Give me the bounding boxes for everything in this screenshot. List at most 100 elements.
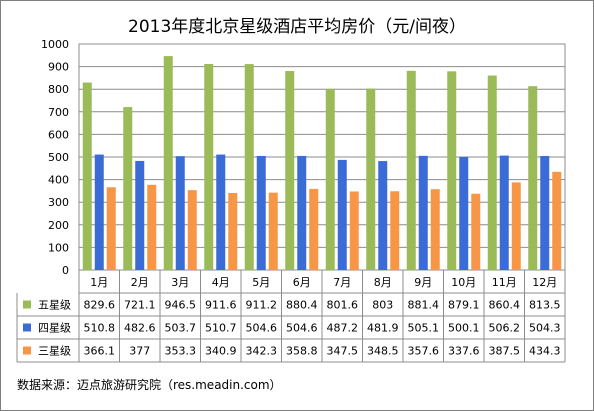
data-label: 504.6: [286, 322, 318, 335]
data-label: 357.6: [408, 345, 440, 358]
y-tick-label: 900: [48, 61, 69, 74]
bar: [430, 189, 440, 270]
bar: [325, 88, 335, 270]
y-tick-label: 0: [62, 264, 69, 277]
data-label: 510.8: [84, 322, 116, 335]
bar: [256, 155, 266, 270]
data-label: 504.6: [246, 322, 278, 335]
x-tick-label: 3月: [171, 276, 189, 289]
chart-title: 2013年度北京星级酒店平均房价（元/间夜）: [128, 17, 466, 37]
data-label: 340.9: [205, 345, 237, 358]
bar: [285, 71, 295, 270]
data-label: 829.6: [84, 299, 116, 312]
data-label: 510.7: [205, 322, 237, 335]
data-label: 347.5: [327, 345, 359, 358]
legend-swatch: [23, 300, 31, 309]
data-label: 353.3: [165, 345, 197, 358]
data-label: 481.9: [367, 322, 399, 335]
y-tick-label: 1000: [41, 38, 69, 51]
y-tick-label: 600: [48, 128, 69, 141]
y-tick-label: 700: [48, 106, 69, 119]
data-label: 377: [129, 345, 150, 358]
bar: [499, 155, 509, 270]
bar: [216, 154, 226, 270]
bar: [309, 188, 319, 270]
data-label: 801.6: [327, 299, 359, 312]
data-label: 881.4: [408, 299, 440, 312]
data-label: 946.5: [165, 299, 197, 312]
legend-swatch: [23, 346, 31, 355]
x-tick-label: 5月: [252, 276, 270, 289]
y-tick-label: 400: [48, 174, 69, 187]
bar: [163, 56, 173, 270]
data-label: 911.6: [205, 299, 237, 312]
bar: [349, 191, 359, 270]
bar: [82, 82, 92, 270]
data-label: 813.5: [529, 299, 561, 312]
bar: [147, 184, 157, 270]
bar: [390, 191, 400, 270]
y-tick-label: 800: [48, 83, 69, 96]
bar: [511, 182, 521, 270]
data-label: 503.7: [165, 322, 197, 335]
data-label: 500.1: [448, 322, 480, 335]
bar: [175, 156, 185, 270]
data-label: 506.2: [489, 322, 521, 335]
x-tick-label: 9月: [414, 276, 432, 289]
bar: [418, 155, 428, 270]
data-label: 434.3: [529, 345, 561, 358]
bar: [447, 71, 457, 271]
bar: [487, 75, 497, 271]
data-label: 348.5: [367, 345, 399, 358]
data-label: 487.2: [327, 322, 359, 335]
source-note: 数据来源：迈点旅游研究院（res.meadin.com）: [17, 378, 282, 392]
x-tick-label: 4月: [212, 276, 230, 289]
bar: [366, 88, 376, 270]
bar: [135, 160, 145, 270]
bar: [106, 187, 116, 270]
bar: [540, 156, 550, 270]
data-label: 879.1: [448, 299, 480, 312]
x-tick-label: 8月: [374, 276, 392, 289]
bar: [459, 156, 469, 270]
x-tick-label: 6月: [293, 276, 311, 289]
data-label: 482.6: [124, 322, 156, 335]
bar: [204, 63, 214, 271]
data-label: 504.3: [529, 322, 561, 335]
x-tick-label: 1月: [90, 276, 108, 289]
legend-label: 五星级: [38, 299, 71, 312]
data-label: 880.4: [286, 299, 318, 312]
bar: [378, 161, 388, 270]
bar: [228, 192, 238, 270]
bar: [406, 70, 416, 271]
bar: [337, 159, 347, 270]
x-tick-label: 10月: [451, 276, 476, 289]
bar: [244, 64, 254, 270]
bar: [471, 193, 481, 270]
data-label: 911.2: [246, 299, 278, 312]
x-tick-label: 7月: [333, 276, 351, 289]
data-label: 505.1: [408, 322, 440, 335]
y-tick-label: 300: [48, 196, 69, 209]
data-label: 803: [372, 299, 393, 312]
data-label: 387.5: [489, 345, 521, 358]
bar: [187, 190, 197, 270]
bar: [123, 107, 133, 270]
legend-label: 四星级: [38, 322, 71, 335]
data-label: 721.1: [124, 299, 156, 312]
data-label: 342.3: [246, 345, 278, 358]
bar: [297, 155, 307, 270]
y-tick-label: 100: [48, 241, 69, 254]
bar: [552, 171, 562, 270]
legend-label: 三星级: [38, 345, 71, 358]
data-label: 366.1: [84, 345, 116, 358]
bar: [528, 86, 538, 270]
data-label: 358.8: [286, 345, 318, 358]
data-label: 337.6: [448, 345, 480, 358]
y-tick-label: 500: [48, 151, 69, 164]
legend-swatch: [23, 323, 31, 332]
x-tick-label: 2月: [131, 276, 149, 289]
data-label: 860.4: [489, 299, 521, 312]
x-tick-label: 12月: [532, 276, 557, 289]
